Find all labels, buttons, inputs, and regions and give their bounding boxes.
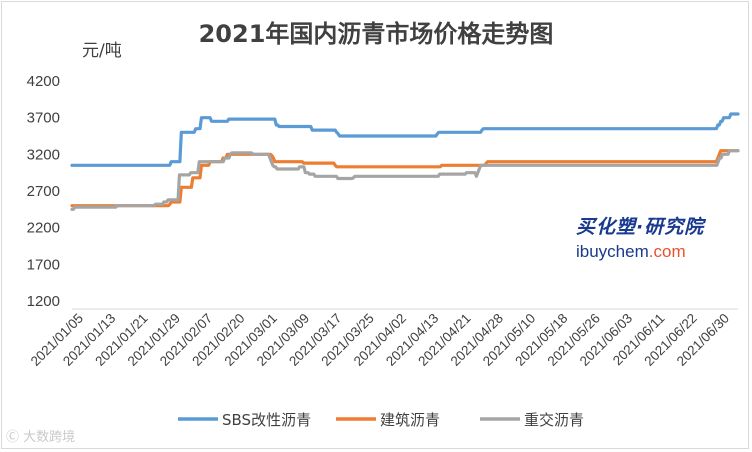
legend-label-2: 重交沥青 [524, 411, 584, 429]
legend-label-0: SBS改性沥青 [222, 411, 311, 429]
series-line-0 [70, 112, 740, 167]
series-line-2 [70, 149, 740, 211]
watermark-en-suffix: .com [648, 242, 686, 261]
chart-title: 2021年国内沥青市场价格走势图 [198, 20, 554, 48]
watermark-logo: 买化塑·研究院 ibuychem.com [576, 212, 736, 262]
chart-legend: SBS改性沥青 建筑沥青 重交沥青 [178, 411, 584, 429]
y-tick-label: 4200 [27, 73, 60, 90]
watermark-en-main: ibuychem [576, 242, 649, 261]
y-tick-label: 1200 [27, 293, 60, 310]
y-tick-label: 2700 [27, 183, 60, 200]
series-lines [70, 112, 740, 211]
series-line-1 [70, 149, 740, 208]
y-tick-label: 1700 [27, 256, 60, 273]
y-tick-label: 3700 [27, 110, 60, 127]
y-axis-ticks: 1200 1700 2200 2700 3200 3700 4200 [27, 73, 60, 310]
y-axis-unit-label: 元/吨 [82, 41, 122, 61]
watermark-cn: 买化塑·研究院 [576, 216, 705, 238]
watermark-en: ibuychem.com [576, 242, 736, 262]
x-axis-ticks: 2021/01/052021/01/132021/01/212021/01/29… [28, 311, 732, 369]
y-tick-label: 3200 [27, 146, 60, 163]
y-tick-label: 2200 [27, 220, 60, 237]
legend-label-1: 建筑沥青 [380, 411, 440, 429]
brand-watermark: Ⓒ 大数跨境 [6, 430, 76, 445]
